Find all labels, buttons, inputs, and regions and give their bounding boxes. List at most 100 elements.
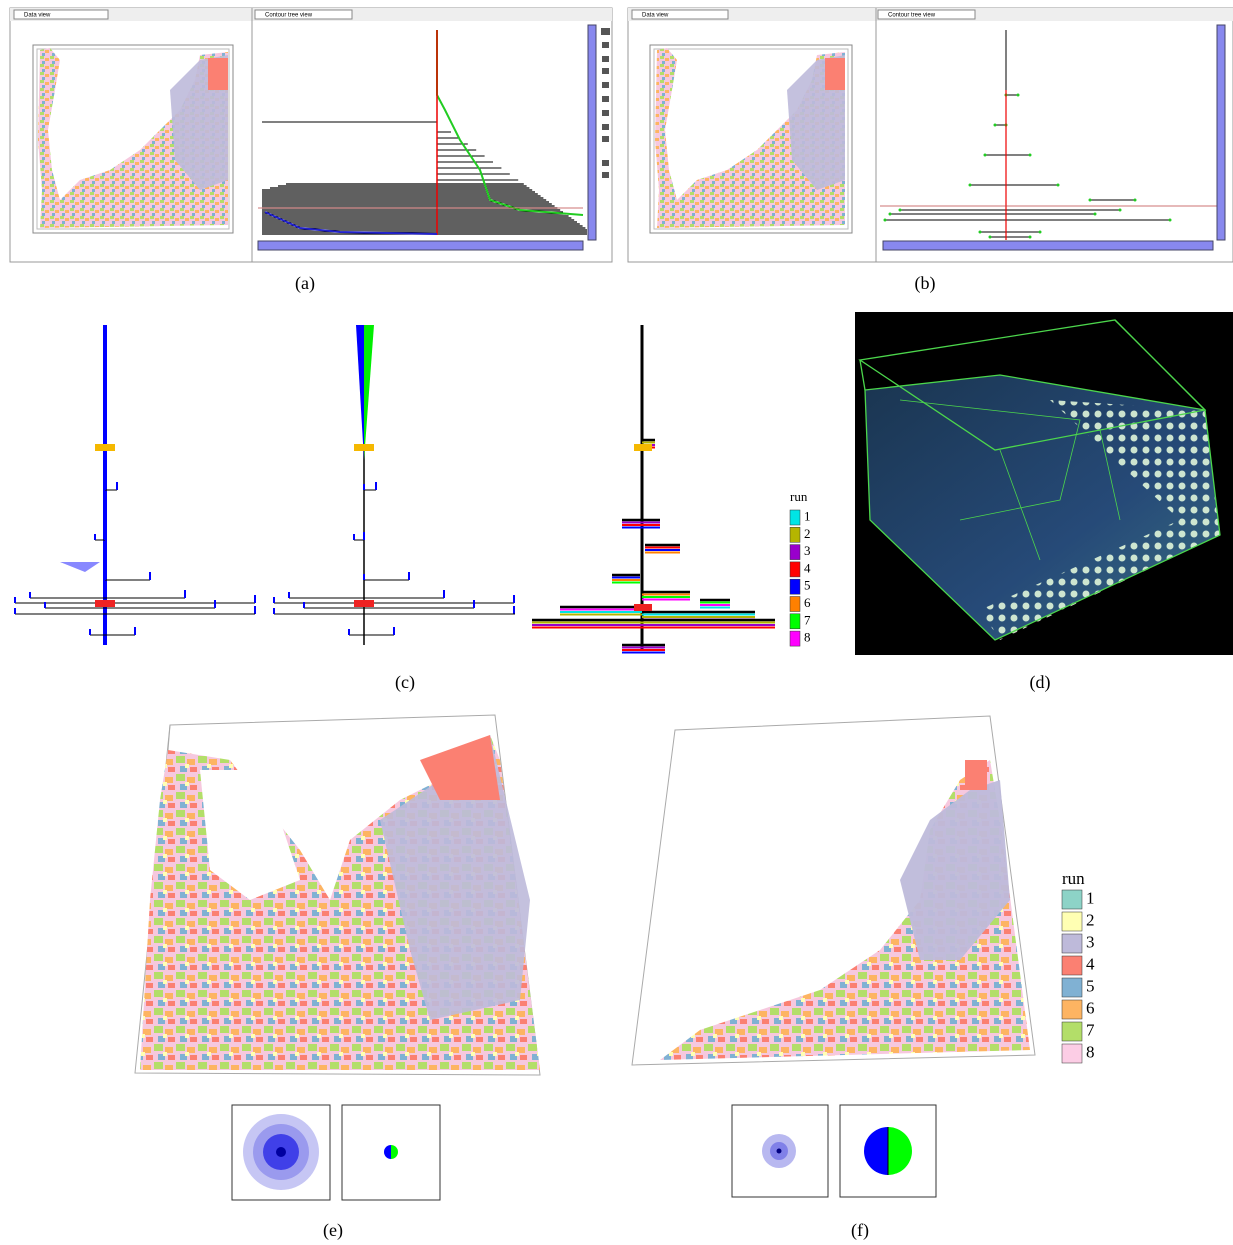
panel-e: (e) (135, 715, 540, 1241)
caption: (b) (915, 273, 936, 294)
caption: (c) (395, 672, 415, 693)
legend-swatch (1062, 934, 1082, 953)
wedge (60, 562, 100, 572)
tree-node (1169, 219, 1172, 222)
decoration (588, 25, 596, 240)
legend-label: 7 (1086, 1020, 1095, 1039)
decoration (258, 241, 583, 250)
tree-node (899, 209, 902, 212)
legend-swatch (790, 545, 800, 560)
legend-swatch (1062, 890, 1082, 909)
legend-swatch (790, 510, 800, 525)
legend-swatch (790, 597, 800, 612)
panel-f: run 1 2 3 4 5 6 7 8 (f) (632, 716, 1095, 1241)
decoration (777, 1149, 782, 1154)
page: Data view Contour tree view (a) Data vie… (0, 0, 1233, 1245)
legend-label: 1 (804, 508, 811, 523)
decoration (602, 42, 609, 48)
window-title: Contour tree view (888, 13, 936, 19)
figure: Data view Contour tree view (a) Data vie… (0, 0, 1233, 1245)
caption: (e) (323, 1220, 343, 1241)
marker (354, 600, 374, 607)
decoration (825, 58, 845, 90)
marker (95, 444, 115, 451)
decoration (601, 28, 610, 35)
wedge (364, 325, 374, 460)
marker (95, 600, 115, 607)
legend-swatch (790, 631, 800, 646)
tree-node (1039, 231, 1042, 234)
window-title: Data view (642, 13, 669, 19)
decoration (602, 136, 609, 142)
legend-swatch (790, 527, 800, 542)
legend: 1 2 3 4 5 6 7 8 (790, 508, 811, 646)
marker (634, 444, 652, 451)
caption: (f) (851, 1220, 869, 1241)
legend-swatch (1062, 1044, 1082, 1063)
tree-node (884, 219, 887, 222)
panel-a: Data view Contour tree view (a) (10, 8, 612, 294)
legend-label: 3 (804, 543, 811, 558)
tree-node (1089, 199, 1092, 202)
legend-swatch (790, 579, 800, 594)
caption: (d) (1030, 672, 1051, 693)
decoration (602, 68, 609, 74)
legend-label: 8 (1086, 1042, 1095, 1061)
panel-d: (d) (855, 312, 1233, 693)
tree-node (1057, 184, 1060, 187)
tree-node (1029, 236, 1032, 239)
legend-swatch (1062, 912, 1082, 931)
decoration (602, 124, 609, 130)
legend-swatch (790, 562, 800, 577)
legend-swatch (1062, 978, 1082, 997)
decoration (276, 1147, 286, 1157)
legend-label: 1 (1086, 888, 1095, 907)
tree-node (994, 124, 997, 127)
decoration (208, 58, 228, 90)
decoration (602, 82, 609, 88)
legend-title: run (1062, 869, 1085, 888)
legend-swatch (1062, 1000, 1082, 1019)
window-title: Data view (24, 13, 51, 19)
legend-label: 8 (804, 630, 811, 645)
legend-label: 5 (804, 578, 811, 593)
legend-label: 4 (1086, 954, 1095, 973)
decoration (602, 160, 609, 166)
window-title: Contour tree view (265, 13, 313, 19)
tree-node (1134, 199, 1137, 202)
marker (354, 444, 374, 451)
panel-b: Data view Contour tree view (b) (628, 8, 1233, 294)
legend-title: run (790, 489, 808, 504)
marker (634, 604, 652, 611)
tree-node (969, 184, 972, 187)
legend-label: 6 (804, 595, 811, 610)
tree-node (989, 236, 992, 239)
wedge (356, 325, 364, 460)
legend-swatch (1062, 1022, 1082, 1041)
legend-label: 3 (1086, 932, 1095, 951)
legend-label: 5 (1086, 976, 1095, 995)
legend-swatch (790, 614, 800, 629)
tree-node (1094, 213, 1097, 216)
legend-label: 7 (804, 612, 811, 627)
tree-node (889, 213, 892, 216)
legend-label: 2 (1086, 910, 1095, 929)
legend-label: 4 (804, 560, 811, 575)
caption: (a) (295, 273, 315, 294)
decoration (1217, 25, 1225, 240)
tree-node (979, 231, 982, 234)
decoration (965, 760, 987, 790)
decoration (602, 96, 609, 102)
tree-node (984, 154, 987, 157)
tree-node (1017, 94, 1020, 97)
decoration (602, 172, 609, 178)
legend-swatch (1062, 956, 1082, 975)
legend: 1 2 3 4 5 6 7 8 (1062, 888, 1095, 1063)
tree-node (1029, 154, 1032, 157)
legend-label: 2 (804, 526, 811, 541)
decoration (602, 56, 609, 62)
decoration (883, 241, 1213, 250)
tree-node (1119, 209, 1122, 212)
legend-label: 6 (1086, 998, 1095, 1017)
decoration (602, 110, 609, 116)
